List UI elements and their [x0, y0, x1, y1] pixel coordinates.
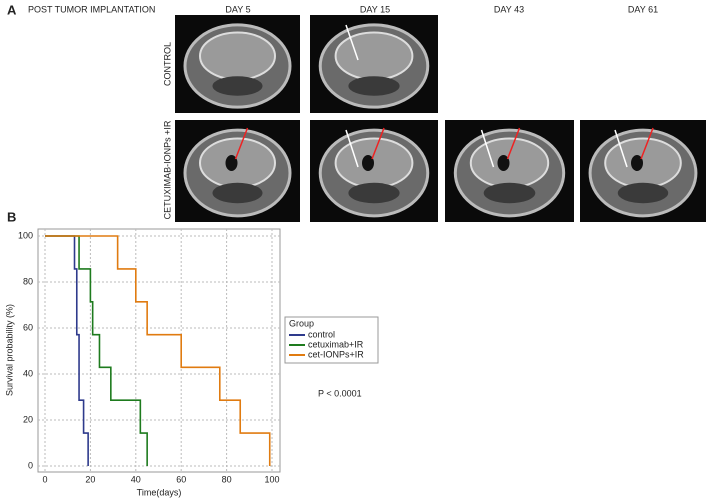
base	[617, 182, 669, 204]
y-tick-label: 80	[23, 276, 33, 286]
annotation: P < 0.0001	[318, 388, 362, 398]
mri-image	[175, 120, 300, 222]
y-tick-label: 20	[23, 414, 33, 424]
mri-image	[175, 15, 300, 113]
x-axis-label: Time(days)	[137, 487, 182, 497]
tumor	[225, 155, 238, 171]
mri-image	[445, 120, 574, 222]
column-label: DAY 43	[494, 4, 524, 14]
y-tick-label: 60	[23, 322, 33, 332]
base	[348, 76, 400, 96]
arrow	[506, 127, 521, 160]
mri-image	[310, 120, 438, 222]
legend-title: Group	[289, 318, 314, 328]
tumor	[631, 155, 643, 171]
brain	[334, 31, 414, 81]
panel-label: A	[7, 2, 17, 17]
x-tick-label: 40	[131, 474, 141, 484]
survival-line	[45, 235, 89, 466]
tumor	[497, 155, 510, 171]
x-tick-label: 80	[222, 474, 232, 484]
arrow	[345, 129, 359, 168]
survival-line	[45, 235, 148, 466]
brain	[199, 31, 276, 81]
legend-label: control	[308, 329, 335, 339]
y-axis-label: Survival probability (%)	[4, 304, 14, 396]
base	[483, 182, 536, 204]
base	[348, 182, 400, 204]
x-tick-label: 20	[85, 474, 95, 484]
base	[212, 76, 263, 96]
panel-label: B	[7, 209, 16, 224]
y-tick-label: 0	[28, 460, 33, 470]
row-label: CETUXIMAB-IONPs +IR	[162, 120, 172, 219]
mri-image	[310, 15, 438, 113]
tumor	[362, 155, 374, 171]
x-tick-label: 0	[42, 474, 47, 484]
arrow	[371, 127, 385, 160]
arrow	[480, 129, 495, 168]
y-tick-label: 40	[23, 368, 33, 378]
column-label: DAY 15	[360, 4, 390, 14]
legend-label: cet-IONPs+IR	[308, 349, 364, 359]
arrow	[640, 127, 654, 160]
row-label: CONTROL	[162, 42, 172, 86]
y-tick-label: 100	[18, 230, 33, 240]
panel-title: POST TUMOR IMPLANTATION	[28, 4, 155, 14]
legend-label: cetuximab+IR	[308, 339, 364, 349]
arrow	[345, 24, 359, 61]
column-label: DAY 5	[225, 4, 250, 14]
survival-line	[45, 235, 271, 466]
column-label: DAY 61	[628, 4, 658, 14]
plot-frame	[37, 228, 281, 473]
arrow	[234, 127, 249, 160]
x-tick-label: 100	[264, 474, 279, 484]
x-tick-label: 60	[176, 474, 186, 484]
arrow	[614, 129, 628, 168]
mri-image	[580, 120, 706, 222]
base	[212, 182, 263, 204]
